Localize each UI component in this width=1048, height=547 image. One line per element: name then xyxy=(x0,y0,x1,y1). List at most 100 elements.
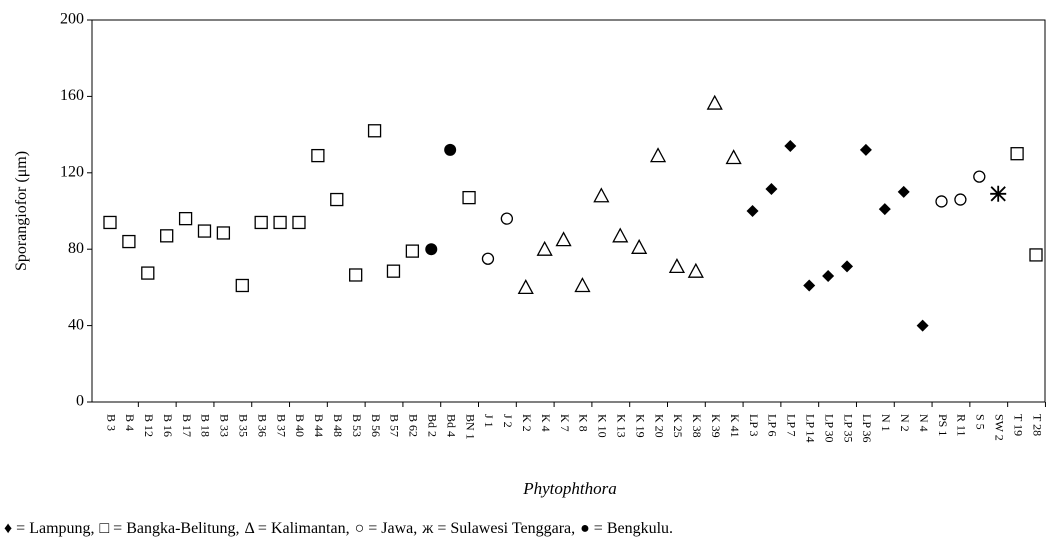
point xyxy=(725,149,742,165)
legend-entry: □ = Bangka-Belitung, xyxy=(100,520,240,537)
x-tick-label: PS 1 xyxy=(936,414,950,436)
point xyxy=(859,143,872,156)
x-tick-label: B 16 xyxy=(161,414,175,437)
point xyxy=(273,215,287,230)
plot-frame xyxy=(91,19,1046,403)
x-tick-label: N 2 xyxy=(898,414,912,432)
point xyxy=(555,231,572,247)
point xyxy=(330,192,344,207)
x-tick-label: K 38 xyxy=(690,414,704,438)
y-tick-label: 160 xyxy=(60,87,84,104)
x-tick-label: B 62 xyxy=(407,414,421,437)
x-tick-label: B 36 xyxy=(255,414,269,437)
x-tick-label: K 7 xyxy=(558,414,572,432)
point xyxy=(197,224,212,238)
x-tick-label: K 19 xyxy=(633,414,647,438)
y-tick-label: 40 xyxy=(68,316,84,333)
x-tick-label: B 37 xyxy=(274,414,288,437)
point xyxy=(517,279,534,295)
x-tick-label: B 35 xyxy=(237,414,251,437)
point xyxy=(687,262,704,278)
point xyxy=(481,252,495,265)
point xyxy=(178,211,193,226)
x-tick-label: LP 35 xyxy=(841,414,855,443)
legend-entry: ● = Bengkulu. xyxy=(580,520,673,537)
x-tick-label: K 2 xyxy=(520,414,534,432)
x-tick-label: B 12 xyxy=(142,414,156,437)
point xyxy=(612,227,629,243)
x-tick-label: K 13 xyxy=(614,414,628,438)
point xyxy=(668,258,686,274)
point xyxy=(536,240,553,256)
point xyxy=(916,319,929,332)
point xyxy=(462,190,476,205)
x-tick-label: N 4 xyxy=(917,414,931,432)
legend-entry: Δ = Kalimantan, xyxy=(245,520,350,537)
point xyxy=(841,260,854,273)
x-tick-label: LP 3 xyxy=(747,414,761,437)
x-tick-label: J 2 xyxy=(501,414,515,428)
x-tick-label: K 8 xyxy=(577,414,591,432)
point xyxy=(367,124,382,138)
x-tick-label: BN 1 xyxy=(463,414,477,440)
x-tick-label: R 11 xyxy=(955,414,969,437)
legend-entry: ♦ = Lampung, xyxy=(4,520,95,537)
x-tick-label: B 44 xyxy=(312,414,326,437)
point xyxy=(631,238,648,254)
x-tick-label: T 28 xyxy=(1030,414,1044,436)
point xyxy=(574,277,591,293)
point xyxy=(292,215,306,230)
x-tick-label: B 40 xyxy=(293,414,307,437)
point xyxy=(954,193,967,206)
x-tick-label: T 19 xyxy=(1011,414,1025,436)
x-tick-label: N 1 xyxy=(879,414,893,432)
x-tick-label: B 33 xyxy=(218,414,232,437)
x-tick-label: S 5 xyxy=(974,414,988,430)
point xyxy=(593,187,610,203)
x-tick-label: Bd 2 xyxy=(426,414,440,437)
x-tick-label: LP 30 xyxy=(822,414,836,443)
x-tick-label: K 4 xyxy=(539,414,553,432)
point xyxy=(1029,248,1043,262)
x-tick-label: B 57 xyxy=(388,414,402,437)
point xyxy=(254,215,268,230)
x-tick-label: Bd 4 xyxy=(444,414,458,437)
point xyxy=(897,185,910,198)
point xyxy=(973,170,986,183)
x-tick-label: K 20 xyxy=(652,414,666,438)
point xyxy=(1010,147,1024,161)
x-tick-label: K 10 xyxy=(596,414,610,438)
x-tick-label: B 48 xyxy=(331,414,345,437)
x-tick-label: K 41 xyxy=(728,414,742,438)
point xyxy=(235,278,249,293)
point xyxy=(803,279,816,292)
point xyxy=(500,212,514,225)
point xyxy=(160,229,174,243)
x-axis-title: Phytophthora xyxy=(522,479,617,498)
x-tick-label: K 25 xyxy=(671,414,685,438)
point xyxy=(706,94,723,110)
legend: ♦ = Lampung, □ = Bangka-Belitung, Δ = Kali… xyxy=(4,520,673,537)
x-tick-label: LP 6 xyxy=(766,414,780,437)
x-tick-label: B 18 xyxy=(199,414,213,437)
x-tick-label: LP 14 xyxy=(803,414,817,443)
point xyxy=(765,183,778,196)
y-tick-label: 80 xyxy=(68,240,84,257)
x-tick-label: J 1 xyxy=(482,414,496,428)
point xyxy=(444,143,457,156)
y-axis-title: Sporangiofor (μm) xyxy=(13,151,30,271)
x-tick-label: LP 7 xyxy=(785,414,799,437)
point xyxy=(746,205,759,217)
x-tick-label: K 39 xyxy=(709,414,723,438)
point xyxy=(122,234,136,249)
point xyxy=(349,268,363,282)
y-tick-label: 0 xyxy=(76,393,84,410)
point xyxy=(990,185,1007,202)
x-tick-label: B 17 xyxy=(180,414,194,437)
point xyxy=(311,148,325,163)
x-tick-label: LP 36 xyxy=(860,414,874,443)
point xyxy=(425,243,438,256)
x-tick-label: B 53 xyxy=(350,414,364,437)
point xyxy=(878,203,891,216)
